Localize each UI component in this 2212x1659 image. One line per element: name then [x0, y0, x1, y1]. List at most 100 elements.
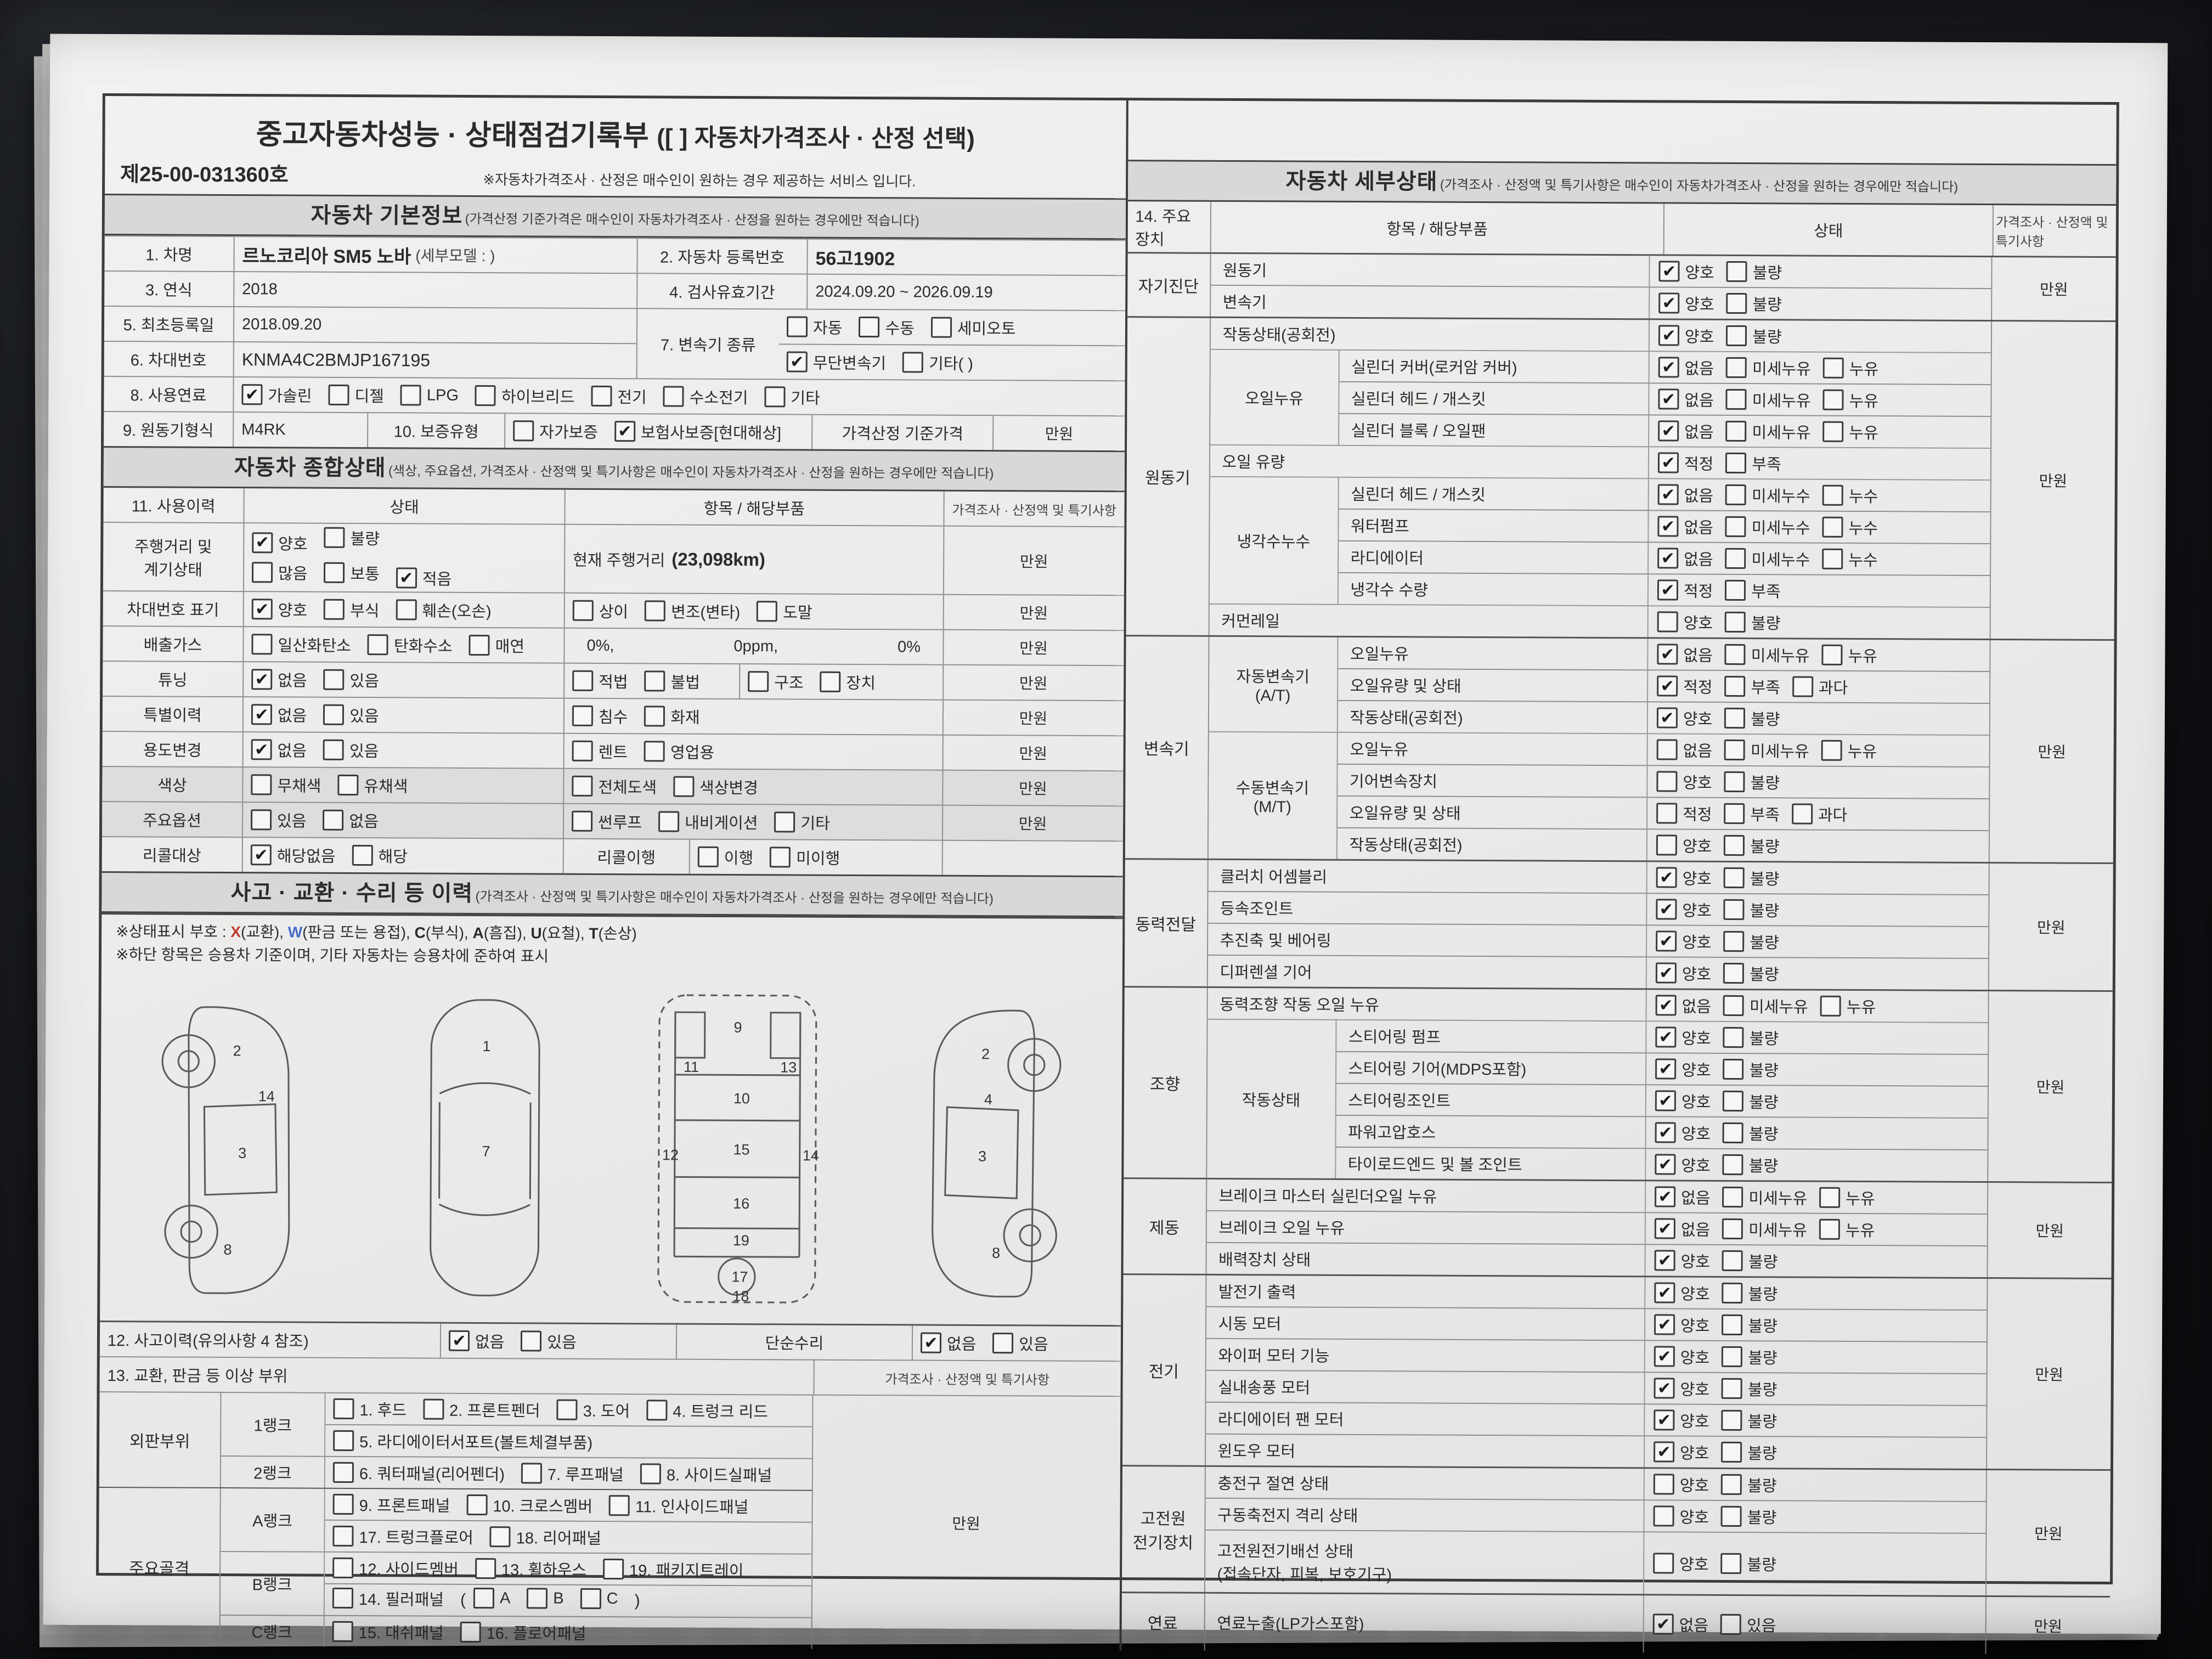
checkbox-option[interactable]: ✔ 적정 — [1657, 578, 1713, 601]
checkbox-checked-icon[interactable]: ✔ — [1658, 420, 1679, 442]
checkbox-option[interactable]: ✔ 적정 — [1657, 451, 1714, 474]
checkbox-option[interactable]: ✔ 양호 — [1655, 1153, 1711, 1176]
checkbox-checked-icon[interactable]: ✔ — [1657, 452, 1679, 473]
checkbox-empty-icon[interactable] — [332, 1621, 353, 1643]
checkbox-option[interactable]: 불량 — [1722, 1282, 1778, 1305]
checkbox-empty-icon[interactable] — [572, 600, 594, 621]
checkbox-option[interactable]: 있음 — [323, 668, 379, 691]
checkbox-checked-icon[interactable]: ✔ — [251, 669, 273, 690]
checkbox-empty-icon[interactable] — [572, 670, 594, 691]
checkbox-empty-icon[interactable] — [640, 1463, 661, 1485]
checkbox-option[interactable]: 침수 — [572, 704, 628, 727]
checkbox-option[interactable]: 적법 — [572, 669, 628, 692]
checkbox-checked-icon[interactable]: ✔ — [1654, 1250, 1675, 1271]
checkbox-option[interactable]: 누유 — [1819, 1186, 1875, 1209]
checkbox-option[interactable]: ✔ 양호 — [1656, 706, 1713, 729]
checkbox-checked-icon[interactable]: ✔ — [1652, 1613, 1674, 1635]
checkbox-checked-icon[interactable]: ✔ — [250, 844, 272, 866]
checkbox-empty-icon[interactable] — [1725, 388, 1747, 410]
checkbox-option[interactable]: 부족 — [1724, 802, 1780, 825]
checkbox-empty-icon[interactable] — [332, 1525, 354, 1547]
checkbox-option[interactable]: 없음 — [323, 809, 379, 832]
checkbox-empty-icon[interactable] — [748, 671, 769, 692]
checkbox-empty-icon[interactable] — [1656, 739, 1678, 760]
checkbox-option[interactable]: 불량 — [1726, 260, 1782, 283]
checkbox-option[interactable]: LPG — [400, 385, 459, 406]
checkbox-option[interactable]: 양호 — [1653, 1472, 1709, 1496]
checkbox-option[interactable]: ✔ 없음 — [1658, 387, 1714, 410]
checkbox-option[interactable]: 부족 — [1724, 675, 1780, 698]
checkbox-option[interactable]: 미이행 — [770, 845, 840, 869]
checkbox-option[interactable]: 도말 — [757, 600, 812, 623]
checkbox-empty-icon[interactable] — [673, 776, 695, 797]
checkbox-option[interactable]: 7. 루프패널 — [521, 1462, 624, 1485]
checkbox-option[interactable]: ✔ 없음 — [1655, 1185, 1711, 1208]
checkbox-option[interactable]: 자동 — [786, 315, 843, 338]
checkbox-empty-icon[interactable] — [332, 1462, 354, 1483]
checkbox-option[interactable]: 불량 — [1722, 1313, 1778, 1336]
checkbox-checked-icon[interactable]: ✔ — [1654, 1282, 1675, 1304]
checkbox-option[interactable]: 불량 — [1721, 1377, 1778, 1400]
checkbox-empty-icon[interactable] — [400, 385, 421, 406]
checkbox-option[interactable]: 17. 트렁크플로어 — [332, 1525, 473, 1548]
checkbox-option[interactable]: ✔ 없음 — [251, 668, 307, 691]
checkbox-option[interactable]: ✔ 없음 — [1657, 546, 1713, 569]
checkbox-empty-icon[interactable] — [1822, 357, 1844, 379]
checkbox-option[interactable]: ✔ 양호 — [1658, 259, 1714, 283]
checkbox-option[interactable]: ✔ 양호 — [1655, 1057, 1711, 1080]
checkbox-option[interactable]: 탄화수소 — [367, 633, 453, 657]
checkbox-empty-icon[interactable] — [367, 634, 388, 656]
checkbox-option[interactable]: 불량 — [1723, 898, 1780, 921]
checkbox-option[interactable]: ✔ 해당없음 — [250, 843, 336, 867]
checkbox-option[interactable]: ✔ 무단변속기 — [786, 350, 887, 374]
checkbox-checked-icon[interactable]: ✔ — [1657, 548, 1679, 569]
checkbox-option[interactable]: 있음 — [992, 1331, 1048, 1355]
checkbox-option[interactable]: 미세누유 — [1722, 1217, 1807, 1241]
checkbox-checked-icon[interactable]: ✔ — [1655, 995, 1677, 1016]
checkbox-empty-icon[interactable] — [572, 775, 593, 797]
checkbox-empty-icon[interactable] — [513, 420, 534, 442]
checkbox-option[interactable]: 불량 — [1724, 770, 1780, 793]
checkbox-option[interactable]: 변조(변타) — [645, 599, 740, 623]
checkbox-option[interactable]: 불량 — [1724, 611, 1781, 634]
checkbox-option[interactable]: ✔ 없음 — [1657, 515, 1713, 538]
checkbox-empty-icon[interactable] — [332, 1557, 354, 1579]
checkbox-option[interactable]: 16. 플로어패널 — [460, 1621, 586, 1644]
checkbox-option[interactable]: ✔ 없음 — [448, 1329, 505, 1352]
checkbox-empty-icon[interactable] — [1724, 707, 1746, 729]
checkbox-empty-icon[interactable] — [902, 352, 924, 373]
checkbox-checked-icon[interactable]: ✔ — [448, 1330, 470, 1351]
checkbox-option[interactable]: 누유 — [1821, 739, 1877, 762]
checkbox-option[interactable]: 불량 — [1723, 1058, 1779, 1081]
checkbox-empty-icon[interactable] — [658, 811, 680, 832]
checkbox-empty-icon[interactable] — [1721, 1474, 1742, 1496]
checkbox-checked-icon[interactable]: ✔ — [1656, 867, 1677, 888]
checkbox-empty-icon[interactable] — [1726, 261, 1747, 283]
checkbox-checked-icon[interactable]: ✔ — [1655, 1154, 1676, 1175]
checkbox-checked-icon[interactable]: ✔ — [1657, 484, 1679, 505]
checkbox-option[interactable]: 불량 — [324, 526, 380, 549]
checkbox-empty-icon[interactable] — [527, 1588, 548, 1609]
checkbox-option[interactable]: 14. 필러패널 — [332, 1587, 444, 1610]
checkbox-option[interactable]: 미세누유 — [1725, 420, 1810, 443]
checkbox-option[interactable]: 19. 패키지트레이 — [602, 1558, 744, 1581]
checkbox-option[interactable]: 색상변경 — [673, 775, 758, 799]
checkbox-empty-icon[interactable] — [521, 1330, 542, 1352]
checkbox-option[interactable]: ✔ 양호 — [1654, 1440, 1709, 1463]
checkbox-option[interactable]: 불량 — [1720, 1505, 1777, 1528]
checkbox-empty-icon[interactable] — [1656, 834, 1678, 856]
checkbox-checked-icon[interactable]: ✔ — [1654, 1218, 1675, 1239]
checkbox-empty-icon[interactable] — [251, 774, 272, 795]
checkbox-option[interactable]: ✔ 없음 — [251, 738, 307, 761]
checkbox-option[interactable]: ✔ 양호 — [1655, 1121, 1711, 1144]
checkbox-empty-icon[interactable] — [1724, 675, 1746, 697]
checkbox-empty-icon[interactable] — [323, 704, 345, 725]
checkbox-checked-icon[interactable]: ✔ — [251, 599, 273, 620]
checkbox-empty-icon[interactable] — [1720, 1553, 1742, 1575]
checkbox-empty-icon[interactable] — [332, 1493, 354, 1515]
checkbox-checked-icon[interactable]: ✔ — [1656, 899, 1677, 920]
checkbox-empty-icon[interactable] — [1821, 740, 1842, 761]
checkbox-option[interactable]: 불량 — [1722, 1345, 1778, 1368]
checkbox-empty-icon[interactable] — [757, 601, 778, 622]
checkbox-option[interactable]: 많음 — [251, 561, 308, 584]
